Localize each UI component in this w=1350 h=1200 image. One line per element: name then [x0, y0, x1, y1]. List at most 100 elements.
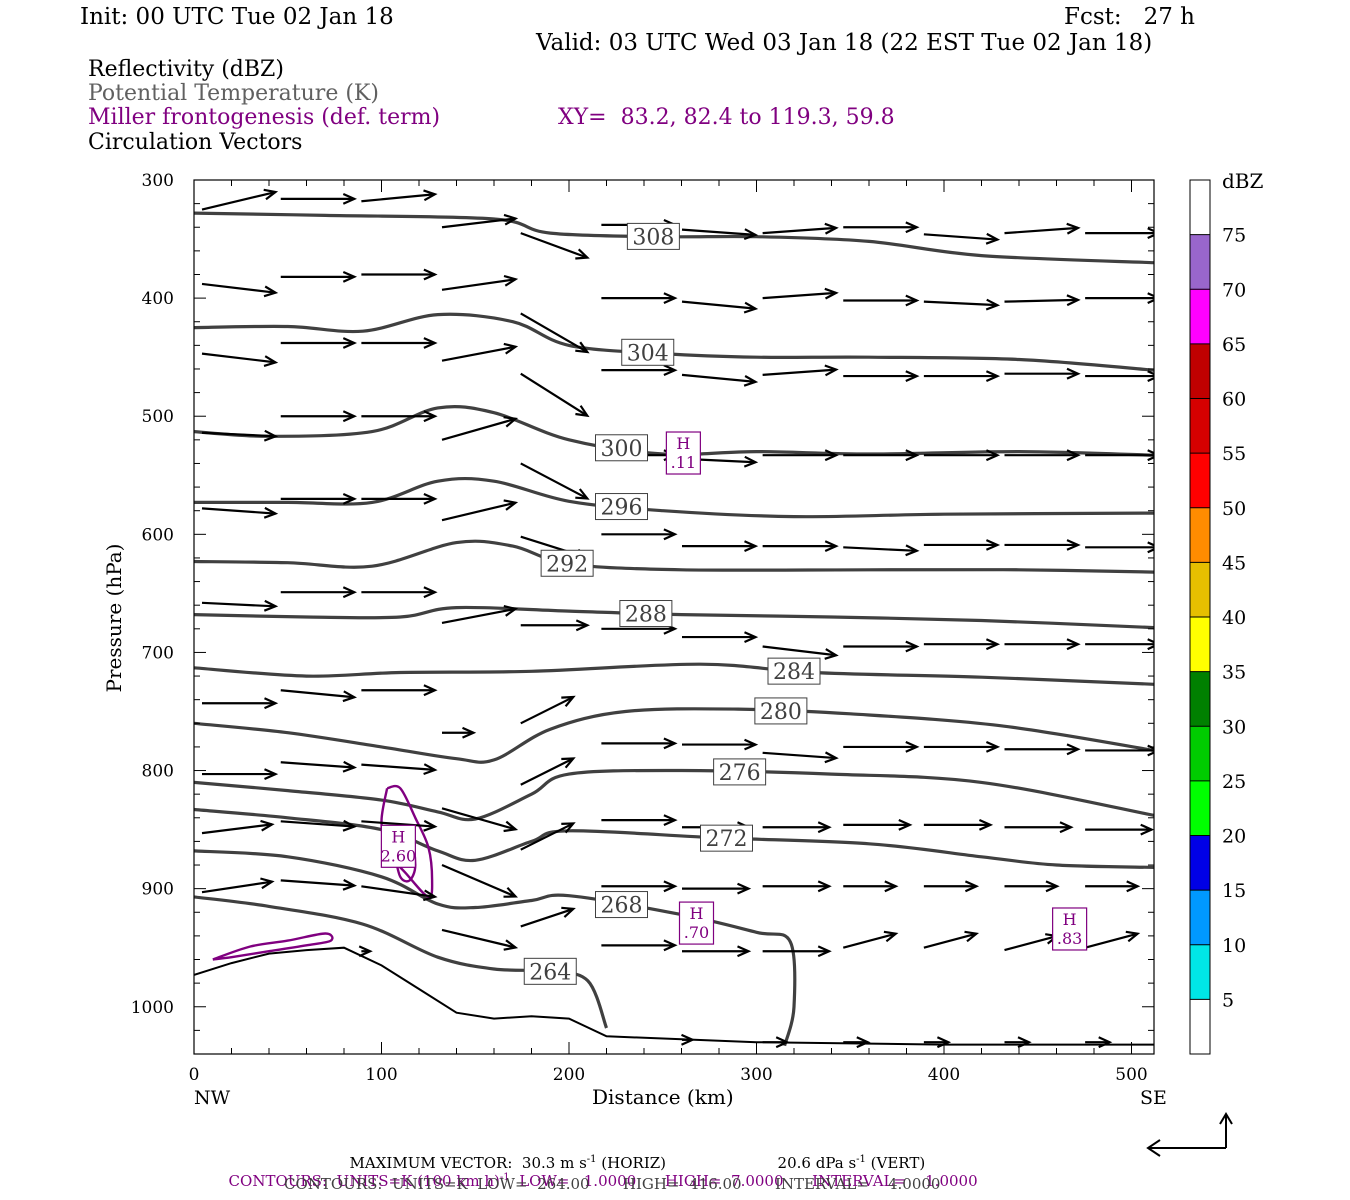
x-tick-label: 100: [365, 1065, 397, 1085]
vector-head: [985, 232, 1001, 245]
vector-shaft: [762, 291, 837, 300]
isentrope-296: [194, 476, 1154, 519]
vector-head: [898, 818, 913, 831]
vector-shaft: [441, 278, 516, 291]
footer-fronto-range: LOW= 1.0000 HIGH= 7.0000 INTERVAL= 1.000…: [509, 1172, 978, 1190]
vector-head: [905, 740, 920, 753]
colorbar-swatch: [1190, 780, 1210, 836]
circulation-vector: [762, 449, 839, 462]
vector-head: [263, 355, 279, 367]
vector-head: [263, 506, 279, 519]
isentrope-label-box: [754, 697, 808, 725]
vector-head: [561, 822, 576, 834]
vector-head: [743, 228, 759, 241]
footer-max-vert-tail: (VERT): [865, 1154, 926, 1172]
isentrope-272: [194, 807, 1154, 869]
circulation-vector: [1004, 821, 1074, 834]
vector-head: [817, 945, 832, 958]
circulation-vector: [201, 282, 279, 298]
circulation-vector: [843, 740, 920, 753]
vector-head: [744, 540, 759, 553]
isentrope-label-box: [700, 824, 753, 852]
circulation-vector: [280, 410, 358, 423]
circulation-vector: [923, 740, 1001, 753]
vector-head: [342, 492, 358, 505]
vector-shaft: [520, 232, 588, 259]
x-axis-label: Distance (km): [592, 1085, 734, 1109]
circulation-vector: [1085, 744, 1154, 757]
colorbar-tick-label: 50: [1222, 498, 1246, 520]
footer-max-vector-vert: 20.6 dPa s-1 (VERT): [768, 1140, 926, 1172]
vector-head: [342, 410, 358, 423]
vector-head: [1147, 638, 1154, 651]
isentrope-label: 288: [625, 603, 667, 628]
circulation-vector: [843, 449, 920, 462]
vector-head: [575, 341, 590, 354]
vector-shaft: [441, 501, 516, 522]
circulation-vector: [762, 751, 839, 764]
colorbar-swatch: [1190, 726, 1210, 781]
footer-max-vector-exp: -1: [586, 1154, 597, 1165]
circulation-vector: [923, 1036, 952, 1049]
vector-head: [1147, 370, 1154, 383]
frontogenesis-center-h: H: [1063, 910, 1077, 929]
vector-shaft: [201, 601, 276, 608]
vector-head: [263, 285, 279, 298]
circulation-vector: [923, 880, 980, 893]
footer-fronto-units: CONTOURS: UNITS=K (100 km h): [228, 1172, 500, 1190]
circulation-vector: [843, 1036, 871, 1049]
vector-head: [824, 449, 839, 462]
vector-head: [663, 292, 678, 305]
circulation-vector: [762, 540, 839, 553]
circulation-vector: [843, 880, 899, 893]
circulation-vector: [520, 619, 591, 632]
vector-head: [503, 274, 519, 287]
y-tick-label: 1000: [131, 998, 174, 1018]
vector-head: [905, 449, 920, 462]
vector-head: [743, 455, 759, 468]
vector-head: [423, 268, 438, 281]
x-end-label-se: SE: [1140, 1087, 1167, 1109]
vector-shaft: [762, 751, 837, 760]
isentrope-label-box: [626, 222, 680, 250]
vector-head: [342, 192, 358, 205]
vector-shaft: [201, 880, 273, 894]
colorbar-tick-label: 55: [1222, 443, 1246, 465]
vector-head: [775, 1036, 790, 1049]
vector-head: [423, 763, 438, 776]
vector-head: [342, 337, 358, 349]
frontogenesis-center-h: H: [391, 827, 405, 846]
vector-head: [503, 939, 519, 951]
vector-head: [744, 738, 759, 751]
vector-shaft: [923, 932, 977, 949]
circulation-vector: [762, 945, 832, 958]
circulation-vector: [361, 763, 438, 776]
vector-head: [743, 375, 759, 387]
colorbar-tick-label: 60: [1222, 389, 1246, 411]
vector-shaft: [762, 368, 837, 376]
vector-head: [423, 819, 438, 832]
vector-head: [575, 405, 590, 418]
vector-head: [663, 880, 678, 893]
circulation-vector: [441, 274, 519, 291]
vector-head: [883, 930, 899, 943]
vector-head: [264, 768, 279, 781]
circulation-vector: [202, 768, 279, 781]
isentrope-label: 300: [601, 437, 643, 462]
vector-shaft: [681, 228, 756, 236]
footer-max-vector-value: MAXIMUM VECTOR: 30.3 m s: [349, 1154, 587, 1172]
circulation-vector: [923, 818, 994, 831]
colorbar-tick-label: 40: [1222, 607, 1246, 629]
circulation-vector: [441, 807, 519, 833]
circulation-vector: [762, 645, 839, 660]
circulation-vector: [681, 373, 759, 387]
legend-miller: Miller frontogenesis (def. term): [88, 105, 441, 130]
vector-head: [575, 619, 591, 632]
isentrope-label-box: [595, 891, 648, 919]
vector-head: [342, 690, 357, 703]
legend-theta: Potential Temperature (K): [88, 81, 379, 106]
vector-head: [824, 287, 839, 300]
vector-head: [905, 294, 920, 307]
circulation-vector: [1004, 1036, 1032, 1049]
circulation-vector: [1085, 638, 1154, 651]
